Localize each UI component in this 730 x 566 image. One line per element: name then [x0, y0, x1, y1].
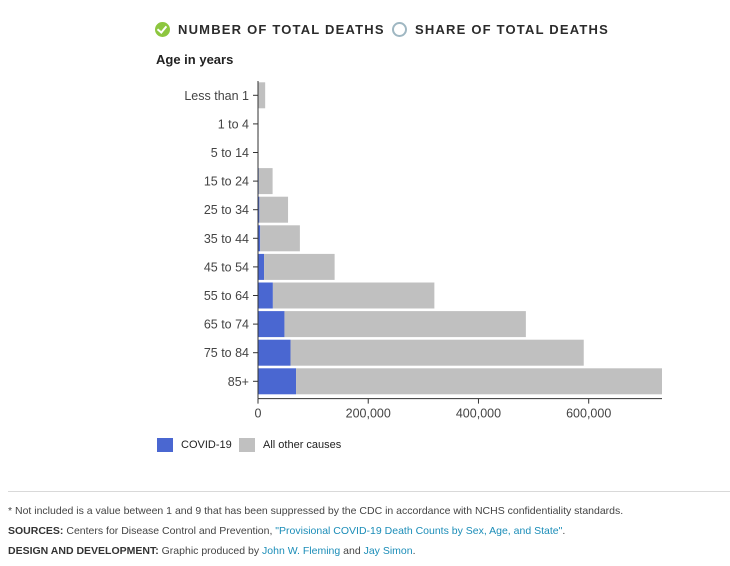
- sources-label: SOURCES:: [8, 525, 64, 537]
- x-tick-label: 0: [255, 407, 262, 421]
- number-of-total-deaths-toggle[interactable]: NUMBER OF TOTAL DEATHS: [155, 22, 385, 37]
- bar-other-10[interactable]: [296, 368, 662, 395]
- legend-label-other: All other causes: [263, 439, 342, 451]
- y-tick-label: 5 to 14: [211, 146, 249, 160]
- y-tick-label: 1 to 4: [218, 117, 249, 131]
- y-tick-label: 85+: [228, 375, 249, 389]
- bar-other-8[interactable]: [284, 311, 526, 338]
- y-tick-label: 25 to 34: [204, 203, 249, 217]
- x-tick-label: 600,000: [566, 407, 611, 421]
- chart-view-toggle: NUMBER OF TOTAL DEATHS SHARE OF TOTAL DE…: [0, 22, 730, 42]
- bar-covid-6[interactable]: [258, 253, 265, 280]
- stacked-bar-chart: Less than 1 1 to 4 5 to 14 15 to 24 25 to 34…: [184, 81, 662, 421]
- bar-other-0[interactable]: [258, 82, 266, 109]
- sources-text: Centers for Disease Control and Preventi…: [63, 525, 276, 537]
- bar-covid-8[interactable]: [258, 311, 285, 338]
- design-credit-line: DESIGN AND DEVELOPMENT: Graphic produced…: [8, 545, 416, 557]
- design-label: DESIGN AND DEVELOPMENT:: [8, 545, 159, 557]
- legend-swatch-covid: [157, 438, 173, 452]
- share-of-total-deaths-label: SHARE OF TOTAL DEATHS: [415, 22, 609, 37]
- sources-end: .: [562, 525, 566, 537]
- design-text: Graphic produced by: [158, 545, 263, 557]
- checked-radio-icon: [155, 22, 170, 37]
- x-tick-label: 200,000: [346, 407, 391, 421]
- design-end: .: [412, 545, 416, 557]
- bar-covid-4[interactable]: [258, 196, 260, 223]
- legend-swatch-other: [239, 438, 255, 452]
- legend-label-covid: COVID-19: [181, 439, 232, 451]
- number-of-total-deaths-label: NUMBER OF TOTAL DEATHS: [178, 22, 385, 37]
- footnote: * Not included is a value between 1 and …: [8, 505, 624, 517]
- y-tick-label: Less than 1: [184, 89, 249, 103]
- author-link-simon[interactable]: Jay Simon: [363, 545, 413, 557]
- legend-item-other: All other causes: [239, 438, 341, 452]
- y-tick-label: 75 to 84: [204, 346, 249, 360]
- bar-covid-5[interactable]: [258, 225, 261, 252]
- y-tick-label: 35 to 44: [204, 232, 249, 246]
- bar-other-5[interactable]: [260, 225, 300, 252]
- bar-covid-7[interactable]: [258, 282, 273, 309]
- sources-link[interactable]: "Provisional COVID-19 Death Counts by Se…: [275, 525, 563, 537]
- y-tick-label: 15 to 24: [204, 175, 249, 189]
- author-link-fleming[interactable]: John W. Fleming: [262, 545, 341, 557]
- bar-other-4[interactable]: [259, 196, 289, 223]
- bar-other-7[interactable]: [272, 282, 435, 309]
- y-axis-title: Age in years: [156, 52, 234, 67]
- share-of-total-deaths-toggle[interactable]: SHARE OF TOTAL DEATHS: [392, 22, 609, 37]
- bar-other-9[interactable]: [290, 339, 584, 366]
- bar-other-3[interactable]: [258, 168, 273, 195]
- legend-item-covid: COVID-19: [157, 438, 232, 452]
- x-tick-label: 400,000: [456, 407, 501, 421]
- bar-other-6[interactable]: [264, 253, 335, 280]
- footer-divider: [8, 491, 730, 492]
- y-tick-label: 45 to 54: [204, 260, 249, 274]
- y-tick-label: 55 to 64: [204, 289, 249, 303]
- y-tick-label: 65 to 74: [204, 318, 249, 332]
- bar-covid-10[interactable]: [258, 368, 297, 395]
- sources-line: SOURCES: Centers for Disease Control and…: [8, 525, 565, 537]
- unchecked-radio-icon: [392, 22, 407, 37]
- design-and: and: [340, 545, 364, 557]
- bar-covid-9[interactable]: [258, 339, 291, 366]
